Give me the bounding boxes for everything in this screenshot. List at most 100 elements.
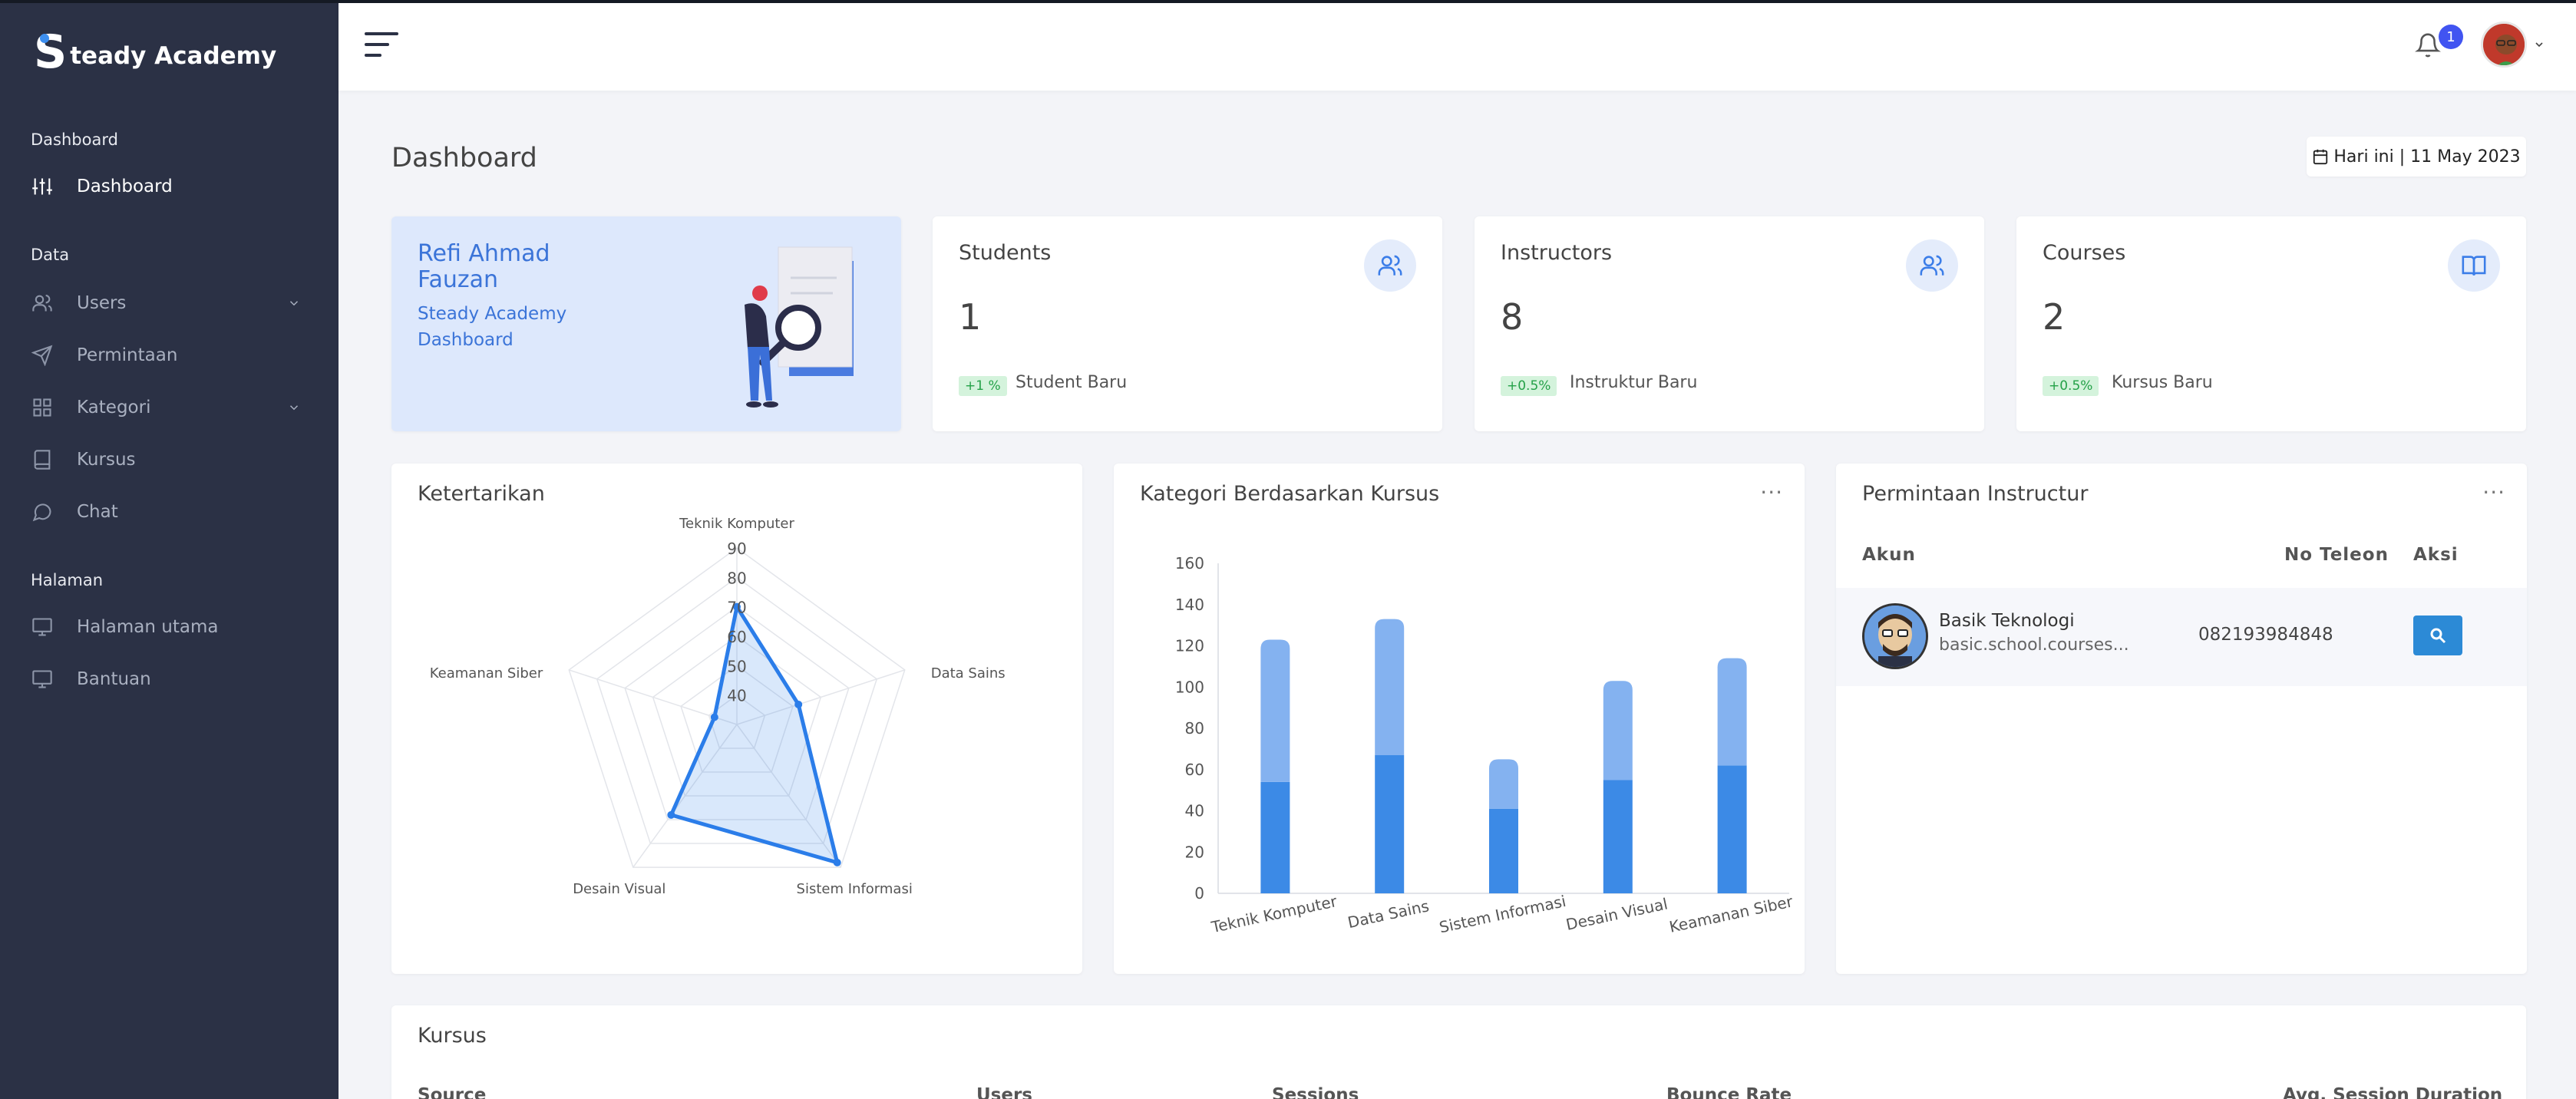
- bar-segment: [1603, 681, 1633, 781]
- sidebar-item-bantuan[interactable]: Bantuan: [31, 660, 315, 698]
- stat-title: Instructors: [1501, 241, 1613, 265]
- panel-title: Ketertarikan: [418, 482, 545, 506]
- notification-badge: 1: [2439, 25, 2463, 49]
- y-tick-label: 160: [1175, 554, 1204, 573]
- radar-grid-ring: [624, 606, 850, 820]
- radar-tick-label: 60: [727, 628, 746, 646]
- kursus-panel: Kursus Source Users Sessions Bounce Rate…: [391, 1005, 2526, 1099]
- avatar: [1862, 603, 1928, 669]
- sidebar-item-users[interactable]: Users: [31, 284, 315, 322]
- top-header: [339, 3, 2576, 91]
- radar-grid-ring: [568, 547, 906, 868]
- stat-badge: +1 %: [959, 376, 1007, 396]
- sidebar-item-label: Users: [77, 293, 127, 313]
- radar-point: [733, 602, 741, 611]
- radar-spoke: [632, 724, 738, 868]
- welcome-card: Refi Ahmad Fauzan Steady Academy Dashboa…: [391, 216, 901, 431]
- column-header: Sessions: [1272, 1085, 1359, 1099]
- section-label-halaman: Halaman: [31, 571, 103, 589]
- radar-tick-label: 90: [727, 540, 746, 558]
- panel-title: Permintaan Instructur: [1862, 482, 2089, 506]
- radar-point: [833, 858, 841, 866]
- column-header: Akun: [1862, 545, 1916, 565]
- radar-tick-label: 40: [727, 687, 746, 705]
- sidebar-item-label: Dashboard: [77, 177, 173, 196]
- column-header: Bounce Rate: [1666, 1085, 1792, 1099]
- sidebar-item-label: Bantuan: [77, 669, 151, 689]
- users-icon: [1906, 239, 1958, 292]
- bar-chart: 0 20 40 60 80 100 120 140 160 Teknik Komputer Data…: [1175, 554, 1795, 936]
- radar-spoke: [736, 724, 841, 868]
- sidebar: S teady Academy Dashboard Dashboard Data…: [0, 0, 339, 1099]
- brand-name: teady Academy: [70, 42, 277, 70]
- view-request-button[interactable]: [2413, 616, 2462, 655]
- account-name: Basik Teknologi: [1939, 611, 2075, 631]
- hamburger-menu-icon[interactable]: [365, 32, 398, 63]
- radar-category-label: Sistem Informasi: [797, 881, 913, 897]
- stat-desc: Instruktur Baru: [1570, 373, 1698, 392]
- sidebar-item-dashboard[interactable]: Dashboard: [31, 167, 315, 206]
- calendar-icon: [2313, 149, 2328, 165]
- panel-title: Kursus: [418, 1024, 487, 1048]
- requests-panel: Permintaan Instructur ··· Akun No Teleon…: [1836, 464, 2527, 974]
- x-category-label: Sistem Informasi: [1438, 892, 1567, 936]
- stat-value: 2: [2043, 296, 2066, 338]
- sidebar-item-halaman-utama[interactable]: Halaman utama: [31, 608, 315, 646]
- sidebar-item-permintaan[interactable]: Permintaan: [31, 336, 315, 375]
- search-illustration: [745, 246, 854, 408]
- radar-grid-ring: [596, 576, 878, 844]
- column-header: Source: [418, 1085, 487, 1099]
- bar-segment: [1603, 780, 1633, 893]
- grid-icon: [31, 396, 54, 419]
- search-icon: [2430, 628, 2446, 644]
- send-icon: [31, 344, 54, 367]
- radar-spoke: [569, 669, 738, 725]
- brand-initial: S: [34, 25, 68, 79]
- bar-panel: Kategori Berdasarkan Kursus ··· 0 20 40 60 8…: [1114, 464, 1805, 974]
- bar-segment: [1375, 754, 1405, 893]
- brand-logo[interactable]: S teady Academy: [34, 29, 276, 75]
- sidebar-item-kursus[interactable]: Kursus: [31, 441, 315, 479]
- radar-series-area: [669, 605, 840, 865]
- radar-point: [667, 810, 675, 819]
- bar-segment: [1375, 619, 1405, 755]
- phone-number: 082193984848: [2198, 625, 2333, 645]
- bar-segment: [1717, 658, 1747, 766]
- y-tick-label: 40: [1185, 802, 1204, 820]
- sliders-icon: [31, 175, 54, 198]
- radar-category-label: Keamanan Siber: [430, 665, 543, 682]
- monitor-icon: [31, 616, 54, 639]
- sidebar-item-chat[interactable]: Chat: [31, 493, 315, 531]
- stat-desc: Student Baru: [1016, 373, 1128, 392]
- radar-grid-ring: [680, 665, 794, 773]
- y-tick-label: 80: [1185, 719, 1204, 738]
- users-icon: [1364, 239, 1416, 292]
- column-header: Aksi: [2413, 545, 2459, 565]
- bar-segment: [1489, 808, 1518, 893]
- radar-grid-ring: [652, 635, 822, 797]
- stat-value: 1: [959, 296, 982, 338]
- sidebar-item-label: Permintaan: [77, 345, 178, 365]
- bar-segment: [1717, 765, 1747, 893]
- monitor-icon: [31, 668, 54, 691]
- page-title: Dashboard: [391, 143, 537, 173]
- radar-category-label: Desain Visual: [573, 881, 665, 897]
- account-email: basic.school.courses...: [1939, 635, 2129, 655]
- x-category-label: Keamanan Siber: [1668, 892, 1795, 936]
- chevron-down-icon[interactable]: [2533, 38, 2547, 52]
- user-avatar[interactable]: [2481, 21, 2527, 68]
- y-tick-label: 100: [1175, 678, 1204, 696]
- stat-desc: Kursus Baru: [2112, 373, 2213, 392]
- more-icon[interactable]: ···: [2482, 480, 2505, 505]
- more-icon[interactable]: ···: [1760, 480, 1783, 505]
- date-label: Hari ini | 11 May 2023: [2333, 147, 2521, 167]
- top-strip: [0, 0, 2576, 3]
- bell-icon[interactable]: [2415, 32, 2442, 63]
- x-category-label: Teknik Komputer: [1209, 892, 1339, 936]
- students-card: Students 1 +1 % Student Baru: [933, 216, 1442, 431]
- y-tick-label: 0: [1194, 884, 1204, 903]
- users-icon: [31, 292, 54, 315]
- bar-segment: [1489, 759, 1518, 809]
- sidebar-item-kategori[interactable]: Kategori: [31, 388, 315, 427]
- table-row[interactable]: Basik Teknologi basic.school.courses... …: [1836, 588, 2527, 686]
